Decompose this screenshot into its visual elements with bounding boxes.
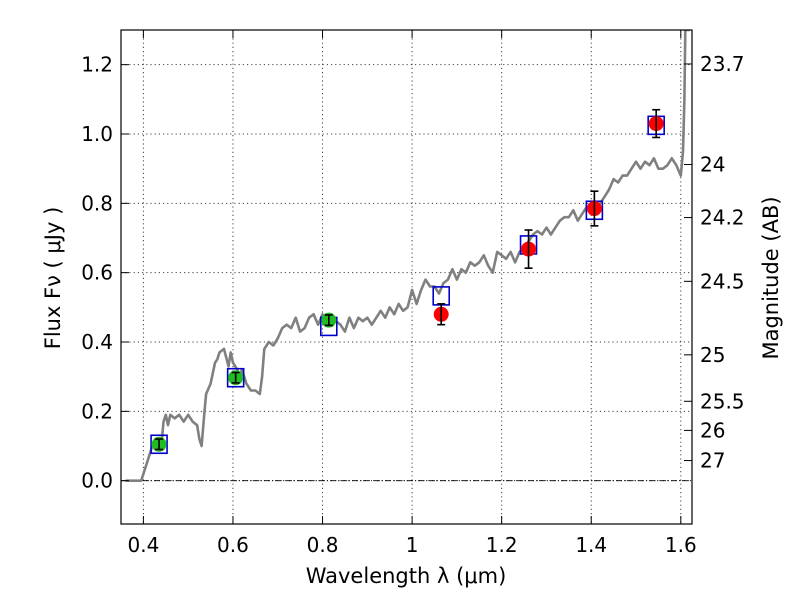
y-axis-ticks: 0.0 0.2 0.4 0.6 0.8 1.0 1.2 [81, 53, 129, 493]
magnitude-tick-label: 24 [700, 153, 725, 177]
x-tick-label: 1.4 [575, 533, 607, 557]
x-tick-label: 0.8 [307, 533, 339, 557]
plot-frame [120, 29, 693, 525]
x-axis-ticks: 0.4 0.6 0.8 1 1.2 1.4 1.6 [127, 30, 697, 557]
magnitude-tick-label: 25 [700, 343, 725, 367]
magnitude-tick-label: 23.7 [700, 52, 745, 76]
y-axis-label: Flux Fν ( μJy ) [41, 207, 65, 350]
grid-lines [121, 30, 692, 524]
magnitude-tick-label: 24.5 [700, 269, 745, 293]
y-tick-label: 0.4 [81, 330, 113, 354]
x-tick-label: 1.2 [486, 533, 518, 557]
magnitude-axis-ticks: 23.7 24 24.2 24.5 25 25.5 26 27 [684, 52, 745, 473]
photometry-points-layer [150, 108, 665, 455]
model-spectrum-line [125, 30, 690, 483]
y-tick-label: 1.2 [81, 53, 113, 77]
y-tick-label: 0.0 [81, 469, 113, 493]
model-spectrum-layer [125, 30, 690, 483]
x-tick-label: 1 [406, 533, 419, 557]
magnitude-tick-label: 26 [700, 418, 725, 442]
y-tick-label: 0.8 [81, 191, 113, 215]
x-tick-label: 0.6 [217, 533, 249, 557]
x-axis-label: Wavelength λ (μm) [306, 564, 507, 588]
y-tick-label: 0.6 [81, 261, 113, 285]
model-photometry-square [150, 434, 168, 455]
y-tick-label: 0.2 [81, 399, 113, 423]
magnitude-tick-label: 25.5 [700, 389, 745, 413]
magnitude-tick-label: 27 [700, 449, 725, 473]
x-tick-label: 1.6 [665, 533, 697, 557]
x-tick-label: 0.4 [127, 533, 159, 557]
model-photometry-square [226, 367, 245, 388]
y-tick-label: 1.0 [81, 122, 113, 146]
magnitude-axis-label: Magnitude (AB) [759, 196, 783, 359]
magnitude-tick-label: 24.2 [700, 206, 745, 230]
